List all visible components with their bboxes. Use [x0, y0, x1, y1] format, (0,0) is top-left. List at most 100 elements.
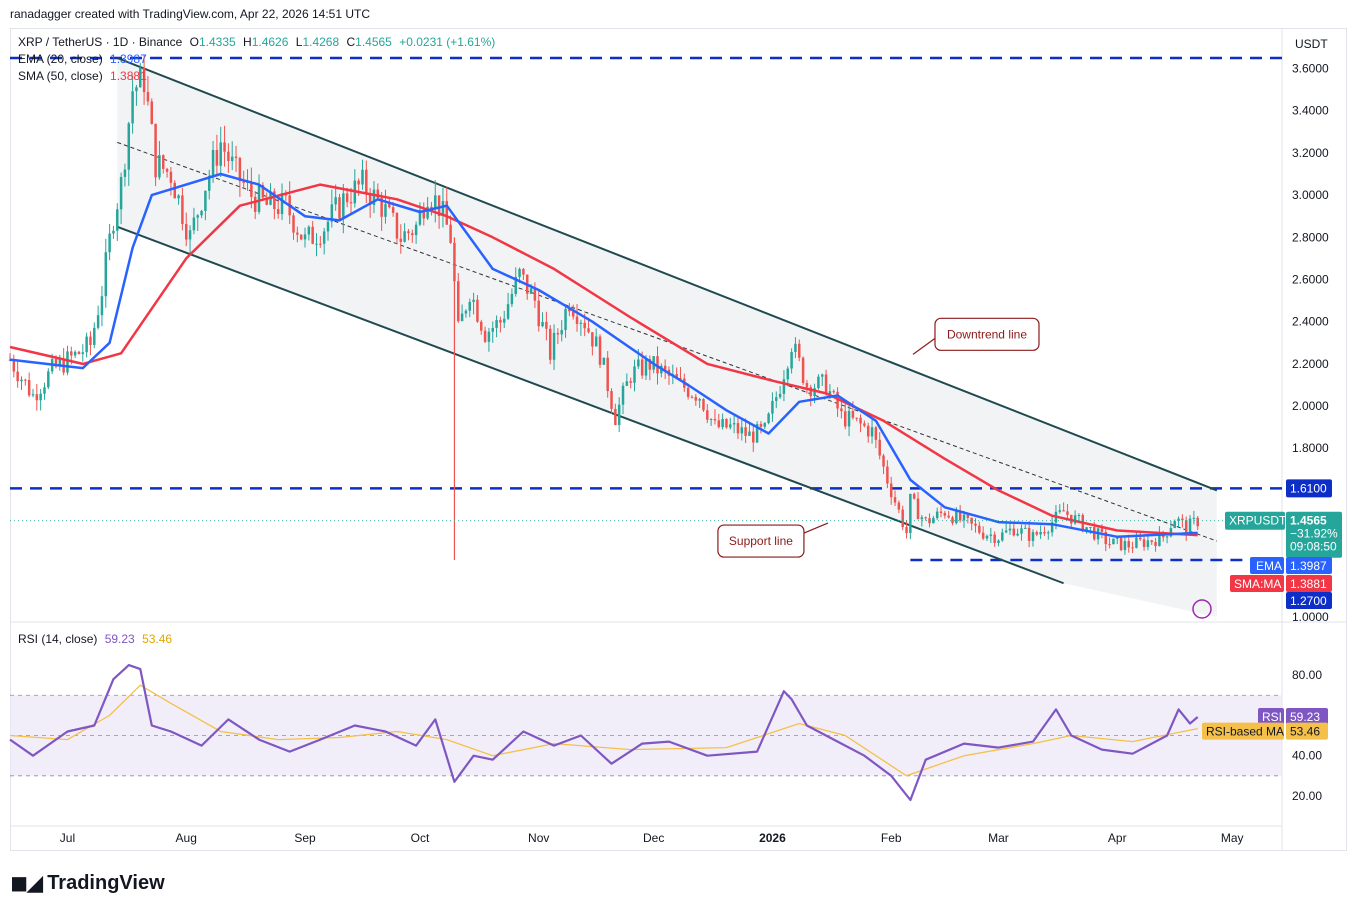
candle: [801, 356, 805, 385]
candle-body: [820, 374, 824, 377]
candle-body: [771, 400, 774, 414]
candle: [334, 184, 337, 211]
candle-body: [874, 427, 878, 440]
candle-body: [606, 357, 609, 392]
candle-body: [1047, 532, 1050, 534]
candle: [533, 282, 537, 308]
candle: [732, 415, 736, 434]
candle-body: [901, 509, 904, 528]
candle: [571, 304, 575, 320]
candle-body: [813, 388, 816, 396]
candle-body: [1169, 528, 1173, 537]
candle-body: [935, 511, 939, 519]
callout-box: [934, 317, 1040, 351]
ticker-label-text: XRPUSDT: [1229, 514, 1287, 528]
price-tick-label: 1.8000: [1292, 441, 1329, 455]
candle-body: [713, 419, 717, 421]
candle: [522, 268, 525, 281]
candle: [234, 145, 238, 172]
candle: [863, 420, 866, 428]
candle: [947, 510, 950, 519]
symbol-title[interactable]: XRP / TetherUS · 1D · Binance: [18, 35, 183, 49]
ema-legend[interactable]: EMA (20, close) 1.3987: [18, 52, 147, 66]
candle-body: [778, 393, 782, 398]
candle-body: [1188, 518, 1192, 535]
rsi-tag-bg: [1258, 707, 1284, 725]
candle: [506, 292, 510, 321]
price-series-group: Downtrend line Support line: [8, 54, 1282, 585]
candle-body: [468, 301, 472, 311]
tradingview-logo[interactable]: ◼◢ TradingView: [10, 870, 165, 896]
candle: [81, 344, 85, 362]
candle-body: [828, 391, 832, 395]
candle-body: [920, 517, 924, 520]
support-callout: Support line: [717, 522, 829, 558]
candle-body: [261, 184, 265, 198]
candle: [35, 384, 39, 411]
candle-body: [403, 231, 406, 242]
candle-body: [568, 308, 571, 312]
candle-body: [89, 336, 92, 345]
candle-body: [319, 243, 322, 245]
candle-body: [495, 319, 498, 328]
candle: [1142, 535, 1146, 551]
callout-box: [717, 524, 805, 558]
sma-legend[interactable]: SMA (50, close) 1.3881: [18, 69, 147, 83]
candle: [192, 207, 196, 235]
candle: [843, 403, 847, 430]
candle-body: [905, 527, 908, 534]
candle: [698, 397, 701, 408]
candle-body: [882, 455, 885, 467]
price-tick-label: 2.8000: [1292, 230, 1329, 244]
candle: [238, 156, 242, 197]
candle-body: [1031, 532, 1035, 541]
rsi-tag: RSI: [1258, 707, 1284, 725]
candle: [380, 192, 383, 231]
ema-tag-bg: [1250, 557, 1284, 574]
candle-body: [54, 359, 58, 367]
candle-body: [162, 155, 165, 169]
last-price-label-text: 1.4565: [1290, 514, 1327, 528]
candle-body: [663, 365, 667, 370]
rsi-legend[interactable]: RSI (14, close) 59.23 53.46: [18, 632, 172, 646]
candle-body: [372, 189, 376, 205]
candle-body: [897, 502, 901, 510]
candle: [575, 304, 579, 332]
candle-body: [150, 101, 154, 124]
candle: [775, 391, 778, 409]
candle: [610, 388, 613, 414]
candle-body: [748, 431, 751, 436]
candle-body: [522, 268, 525, 275]
candle: [457, 273, 460, 323]
candle: [809, 384, 812, 407]
candle-body: [315, 243, 318, 245]
candle: [1154, 537, 1157, 552]
level-1610-label: 1.6100: [1286, 479, 1332, 498]
candle-body: [12, 359, 16, 372]
candle-body: [188, 230, 192, 240]
candle: [713, 409, 717, 425]
candle-body: [491, 327, 494, 332]
candle-body: [571, 311, 575, 317]
candle-body: [1123, 541, 1127, 551]
candle: [717, 413, 721, 429]
candle: [648, 355, 652, 381]
time-tick-label: Sep: [294, 831, 316, 845]
price-tick-label: 2.6000: [1292, 272, 1329, 286]
candle-body: [644, 359, 648, 376]
candle-body: [859, 417, 862, 424]
candle: [204, 190, 207, 221]
candle-body: [165, 168, 169, 172]
sma-value-label-bg: [1286, 575, 1332, 592]
candle-body: [437, 195, 441, 217]
candle-body: [893, 497, 897, 503]
last-price-label: 1.4565−31.92%09:08:50: [1286, 511, 1342, 558]
candle-body: [767, 413, 770, 424]
candle-body: [139, 67, 142, 88]
candle: [437, 195, 441, 229]
candle-body: [434, 195, 437, 209]
price-tick-label: 3.4000: [1292, 104, 1329, 118]
rsi-tag-text: RSI: [1262, 710, 1282, 724]
candle-body: [395, 212, 399, 239]
